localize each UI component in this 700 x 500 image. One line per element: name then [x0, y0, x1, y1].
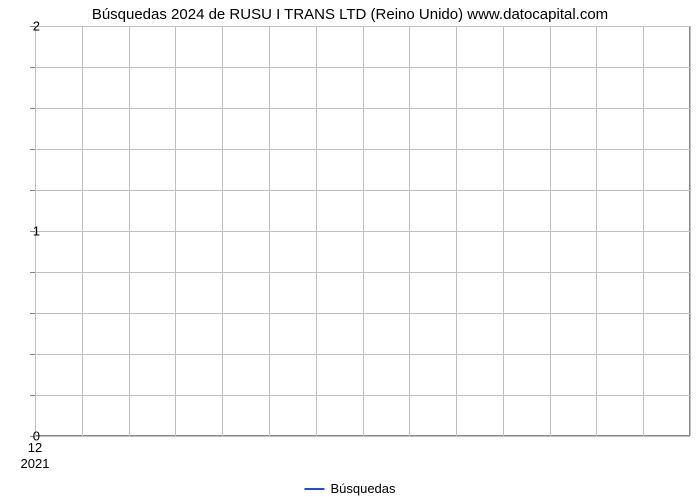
legend-line-marker [304, 488, 324, 490]
gridline-vertical [363, 26, 364, 436]
chart-legend: Búsquedas [304, 481, 395, 496]
gridline-vertical [129, 26, 130, 436]
gridline-vertical [269, 26, 270, 436]
chart-title: Búsquedas 2024 de RUSU I TRANS LTD (Rein… [0, 0, 700, 25]
legend-label: Búsquedas [330, 481, 395, 496]
chart-plot-area [35, 26, 690, 436]
ytick-label: 1 [10, 224, 40, 239]
gridline-vertical [596, 26, 597, 436]
gridline-vertical [409, 26, 410, 436]
xtick-label: 12 [28, 440, 42, 455]
gridline-vertical [550, 26, 551, 436]
gridline-vertical [503, 26, 504, 436]
ytick-label: 2 [10, 19, 40, 34]
gridline-vertical [175, 26, 176, 436]
gridline-vertical [222, 26, 223, 436]
gridline-vertical [82, 26, 83, 436]
gridline-horizontal [35, 436, 690, 437]
gridline-vertical [456, 26, 457, 436]
gridline-vertical [643, 26, 644, 436]
xsub-label: 2021 [21, 456, 50, 471]
gridline-vertical [690, 26, 691, 436]
gridline-vertical [316, 26, 317, 436]
